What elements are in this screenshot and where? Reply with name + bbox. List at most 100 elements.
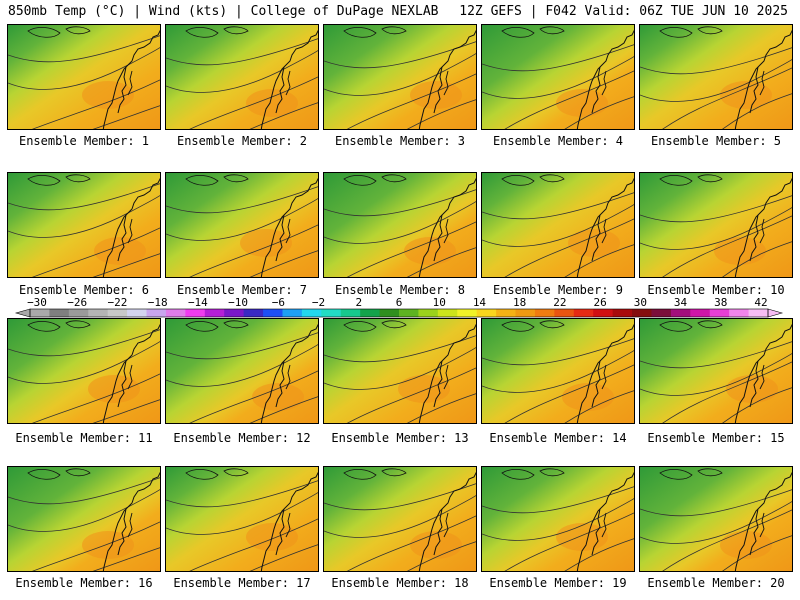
- ensemble-member-label: Ensemble Member: 12: [173, 431, 311, 445]
- colorbar-swatch: [321, 309, 342, 317]
- colorbar-swatch: [340, 309, 361, 317]
- colorbar-tick-label: −6: [272, 296, 285, 309]
- temperature-map: [482, 173, 634, 277]
- colorbar-swatch: [301, 309, 322, 317]
- temperature-map: [8, 25, 160, 129]
- colorbar-tick-label: 26: [593, 296, 606, 309]
- colorbar-swatch: [476, 309, 497, 317]
- colorbar-swatch: [263, 309, 283, 317]
- ensemble-map-17: [165, 466, 319, 572]
- ensemble-member-label: Ensemble Member: 8: [334, 283, 466, 297]
- ensemble-map-7: [165, 172, 319, 278]
- colorbar-swatch: [457, 309, 478, 317]
- ensemble-map-9: [481, 172, 635, 278]
- ensemble-member-label: Ensemble Member: 5: [650, 134, 782, 148]
- colorbar-right-arrow: [767, 308, 784, 318]
- colorbar-swatch: [418, 309, 439, 317]
- colorbar-swatch: [68, 309, 89, 317]
- colorbar-swatch: [690, 309, 711, 317]
- ensemble-member-label: Ensemble Member: 13: [331, 431, 469, 445]
- colorbar-swatch: [399, 309, 419, 317]
- temperature-map: [324, 467, 476, 571]
- ensemble-member-label: Ensemble Member: 9: [492, 283, 624, 297]
- temperature-map: [482, 319, 634, 423]
- temperature-colorbar: −30 −26 −22 −18 −14 −10 −6 −2 2 6 10 14 18 22 26 30 34 38…: [14, 296, 784, 318]
- colorbar-swatch: [437, 309, 458, 317]
- temperature-map: [640, 25, 792, 129]
- temperature-map: [166, 173, 318, 277]
- colorbar-tick-label: 38: [714, 296, 727, 309]
- ensemble-member-label: Ensemble Member: 6: [18, 283, 150, 297]
- ensemble-map-20: [639, 466, 793, 572]
- ensemble-member-label: Ensemble Member: 1: [18, 134, 150, 148]
- colorbar-swatch: [748, 309, 769, 317]
- colorbar-swatch: [534, 309, 555, 317]
- temperature-map: [8, 467, 160, 571]
- ensemble-map-6: [7, 172, 161, 278]
- colorbar-tick-label: 14: [473, 296, 487, 309]
- colorbar-swatch: [165, 309, 186, 317]
- ensemble-map-1: [7, 24, 161, 130]
- colorbar-swatch: [224, 309, 245, 317]
- ensemble-map-12: [165, 318, 319, 424]
- colorbar-tick-label: 6: [396, 296, 403, 309]
- temperature-map: [166, 319, 318, 423]
- ensemble-map-10: [639, 172, 793, 278]
- temperature-map: [482, 467, 634, 571]
- title-right: 12Z GEFS | F042 Valid: 06Z TUE JUN 10 20…: [459, 4, 788, 19]
- colorbar-swatch: [554, 309, 575, 317]
- colorbar-tick-label: 22: [553, 296, 566, 309]
- colorbar-swatch: [632, 309, 652, 317]
- colorbar-swatch: [593, 309, 614, 317]
- ensemble-member-label: Ensemble Member: 7: [176, 283, 308, 297]
- temperature-map: [640, 467, 792, 571]
- ensemble-member-label: Ensemble Member: 20: [647, 576, 785, 590]
- ensemble-member-label: Ensemble Member: 3: [334, 134, 466, 148]
- colorbar-swatch: [204, 309, 225, 317]
- ensemble-member-label: Ensemble Member: 18: [331, 576, 469, 590]
- temperature-map: [166, 25, 318, 129]
- colorbar-tick-label: 2: [355, 296, 362, 309]
- ensemble-member-label: Ensemble Member: 16: [15, 576, 153, 590]
- colorbar-swatch: [573, 309, 594, 317]
- colorbar-swatch: [243, 309, 264, 317]
- ensemble-map-2: [165, 24, 319, 130]
- colorbar-tick-label: 18: [513, 296, 526, 309]
- colorbar-tick-label: −22: [108, 296, 128, 309]
- temperature-map: [166, 467, 318, 571]
- ensemble-map-5: [639, 24, 793, 130]
- ensemble-map-19: [481, 466, 635, 572]
- ensemble-member-label: Ensemble Member: 17: [173, 576, 311, 590]
- colorbar-swatch: [127, 309, 148, 317]
- ensemble-map-16: [7, 466, 161, 572]
- title-left: 850mb Temp (°C) | Wind (kts) | College o…: [8, 4, 439, 19]
- colorbar-left-arrow: [14, 308, 31, 318]
- colorbar-tick-label: 42: [754, 296, 767, 309]
- colorbar-swatch: [670, 309, 691, 317]
- colorbar-tick-label: 10: [433, 296, 446, 309]
- ensemble-map-11: [7, 318, 161, 424]
- temperature-map: [8, 173, 160, 277]
- temperature-map: [640, 173, 792, 277]
- colorbar-tick-label: 30: [634, 296, 647, 309]
- colorbar-swatch: [30, 309, 50, 317]
- colorbar-swatch: [651, 309, 672, 317]
- colorbar-tick-label: −18: [148, 296, 168, 309]
- ensemble-member-label: Ensemble Member: 2: [176, 134, 308, 148]
- ensemble-map-8: [323, 172, 477, 278]
- ensemble-member-label: Ensemble Member: 11: [15, 431, 153, 445]
- ensemble-member-label: Ensemble Member: 15: [647, 431, 785, 445]
- colorbar-swatch: [49, 309, 70, 317]
- colorbar-tick-label: −2: [312, 296, 325, 309]
- colorbar-tick-label: −26: [67, 296, 87, 309]
- colorbar-swatch: [515, 309, 536, 317]
- colorbar-tick-label: −10: [228, 296, 248, 309]
- temperature-map: [640, 319, 792, 423]
- temperature-map: [482, 25, 634, 129]
- colorbar-swatch: [146, 309, 167, 317]
- colorbar-swatch: [360, 309, 381, 317]
- ensemble-member-label: Ensemble Member: 4: [492, 134, 624, 148]
- colorbar-swatch: [612, 309, 633, 317]
- ensemble-member-label: Ensemble Member: 10: [647, 283, 785, 297]
- colorbar-swatch: [729, 309, 750, 317]
